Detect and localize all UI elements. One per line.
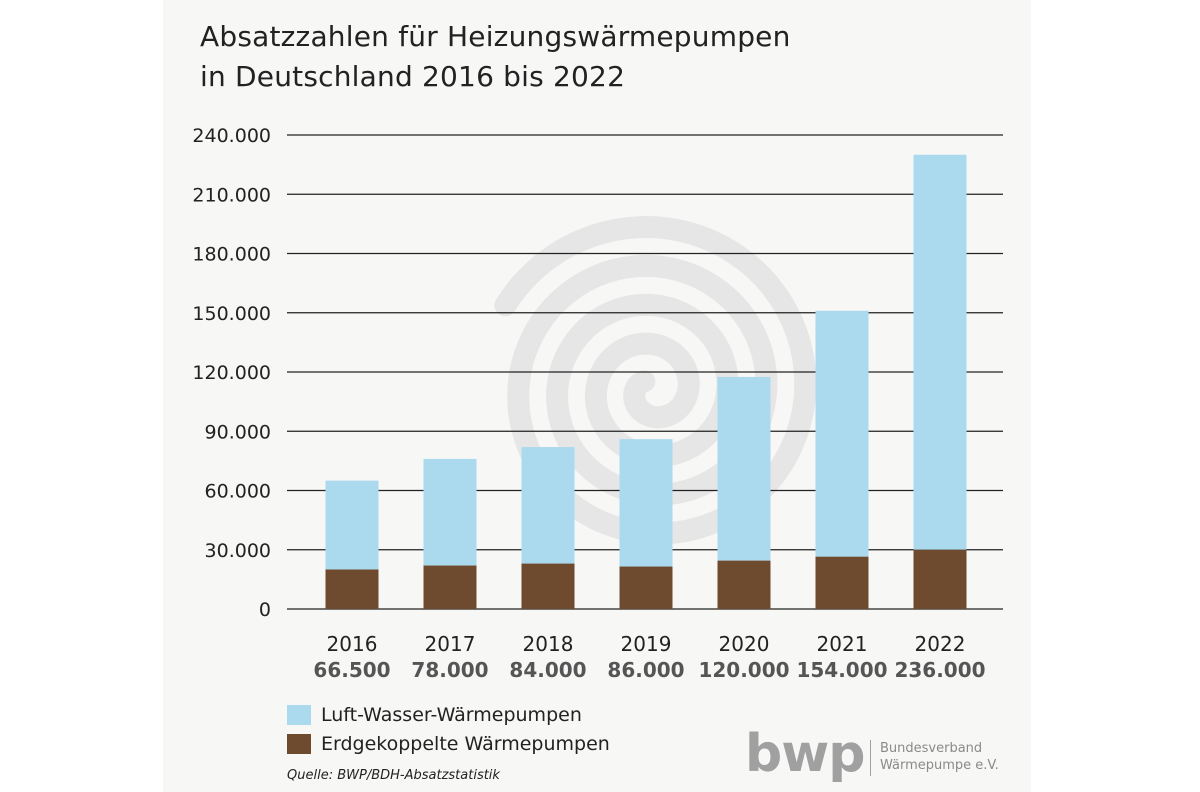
x-tick-label: 2017 xyxy=(425,632,476,656)
x-tick-label: 2016 xyxy=(327,632,378,656)
legend-label-erd: Erdgekoppelte Wärmepumpen xyxy=(321,733,610,755)
y-tick-label: 180.000 xyxy=(192,244,271,266)
logo-line1: Bundesverband xyxy=(880,741,983,756)
bar-luft-2016 xyxy=(325,480,379,570)
chart-title-line2: in Deutschland 2016 bis 2022 xyxy=(200,60,626,93)
y-tick-label: 90.000 xyxy=(205,421,271,443)
total-label: 66.500 xyxy=(313,658,390,682)
logo-line2: Wärmepumpe e.V. xyxy=(880,758,999,773)
total-label: 86.000 xyxy=(607,658,684,682)
logo-text: Bundesverband Wärmepumpe e.V. xyxy=(880,740,999,774)
bar-erd-2020 xyxy=(717,560,771,609)
legend-swatch-luft xyxy=(287,705,311,725)
bar-erd-2016 xyxy=(325,569,379,609)
legend-swatch-erd xyxy=(287,734,311,754)
legend-item-erd: Erdgekoppelte Wärmepumpen xyxy=(287,733,610,755)
y-tick-label: 120.000 xyxy=(192,362,271,384)
y-tick-label: 0 xyxy=(259,599,271,621)
x-tick-label: 2020 xyxy=(719,632,770,656)
bar-erd-2021 xyxy=(815,556,869,609)
bar-erd-2019 xyxy=(619,566,673,609)
x-tick-label: 2019 xyxy=(621,632,672,656)
total-label: 84.000 xyxy=(509,658,586,682)
bar-luft-2018 xyxy=(521,447,575,564)
x-tick-label: 2021 xyxy=(817,632,868,656)
logo-divider xyxy=(870,740,871,776)
bar-erd-2018 xyxy=(521,563,575,609)
bar-luft-2021 xyxy=(815,310,869,557)
legend-item-luft: Luft-Wasser-Wärmepumpen xyxy=(287,704,582,726)
bar-luft-2020 xyxy=(717,376,771,561)
total-label: 120.000 xyxy=(698,658,789,682)
y-tick-label: 60.000 xyxy=(205,481,271,503)
y-tick-label: 30.000 xyxy=(205,540,271,562)
total-label: 78.000 xyxy=(411,658,488,682)
y-tick-label: 240.000 xyxy=(192,125,271,147)
bar-luft-2022 xyxy=(913,154,967,550)
bar-erd-2017 xyxy=(423,565,477,609)
y-tick-label: 210.000 xyxy=(192,184,271,206)
legend-label-luft: Luft-Wasser-Wärmepumpen xyxy=(321,704,582,726)
bar-erd-2022 xyxy=(913,549,967,609)
bar-luft-2017 xyxy=(423,458,477,566)
x-tick-label: 2018 xyxy=(523,632,574,656)
bar-luft-2019 xyxy=(619,439,673,567)
bars xyxy=(325,154,967,609)
total-label: 154.000 xyxy=(796,658,887,682)
chart-title-line1: Absatzzahlen für Heizungswärmepumpen xyxy=(200,20,791,53)
y-tick-label: 150.000 xyxy=(192,303,271,325)
x-tick-label: 2022 xyxy=(915,632,966,656)
logo-mark: bwp xyxy=(745,724,865,784)
y-axis-ticks: 0 30.000 60.000 90.000 120.000 150.000 180.000… xyxy=(192,125,271,621)
total-label: 236.000 xyxy=(894,658,985,682)
source-note: Quelle: BWP/BDH-Absatzstatistik xyxy=(287,768,500,783)
